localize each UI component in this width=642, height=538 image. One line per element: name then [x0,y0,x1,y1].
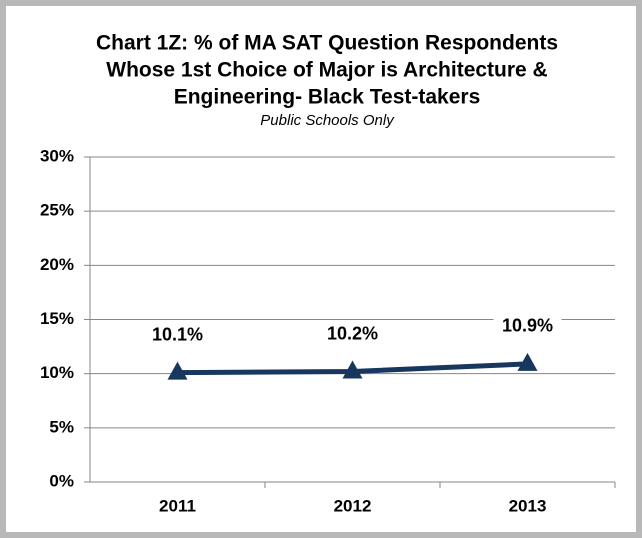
y-tick-label: 25% [40,201,74,220]
y-tick-label: 15% [40,309,74,328]
y-tick-label: 30% [40,146,74,165]
x-tick-label: 2012 [334,496,372,515]
y-tick-label: 5% [49,417,74,436]
value-label: 10.1% [152,324,203,344]
chart-title: Chart 1Z: % of MA SAT Question Responden… [96,32,558,55]
x-tick-label: 2013 [509,496,547,515]
data-point [167,361,188,380]
value-label: 10.2% [327,323,378,343]
value-label-bg [143,322,212,349]
chart-title: Whose 1st Choice of Major is Architectur… [106,59,547,82]
y-tick-label: 20% [40,255,74,274]
y-tick-label: 10% [40,363,74,382]
data-point [517,352,538,371]
data-point [342,360,363,379]
x-tick-label: 2011 [159,496,196,515]
chart-title: Engineering- Black Test-takers [174,86,481,109]
value-label-bg [493,313,562,340]
y-tick-label: 0% [49,471,74,490]
value-label-bg [318,321,387,348]
value-label: 10.9% [502,316,553,336]
chart-subtitle: Public Schools Only [260,112,395,129]
